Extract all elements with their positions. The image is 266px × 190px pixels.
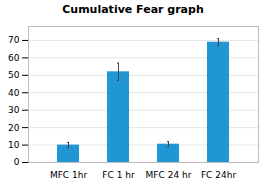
- html-text:Cumulative Fear graph: Cumulative Fear graph: [62, 3, 204, 16]
- svg-text:MFC 1hr: MFC 1hr: [50, 170, 88, 180]
- svg-text:30: 30: [8, 105, 20, 115]
- svg-text:10: 10: [8, 140, 20, 150]
- svg-text:FC 24hr: FC 24hr: [201, 170, 236, 180]
- svg-text:70: 70: [8, 35, 20, 45]
- svg-text:FC 1 hr: FC 1 hr: [102, 170, 135, 180]
- svg-text:50: 50: [8, 70, 20, 80]
- svg-text:0: 0: [14, 157, 20, 167]
- svg-text:60: 60: [8, 53, 20, 63]
- svg-text:20: 20: [8, 123, 20, 133]
- svg-text:40: 40: [8, 88, 20, 98]
- svg-text:MFC 24 hr: MFC 24 hr: [146, 170, 192, 180]
